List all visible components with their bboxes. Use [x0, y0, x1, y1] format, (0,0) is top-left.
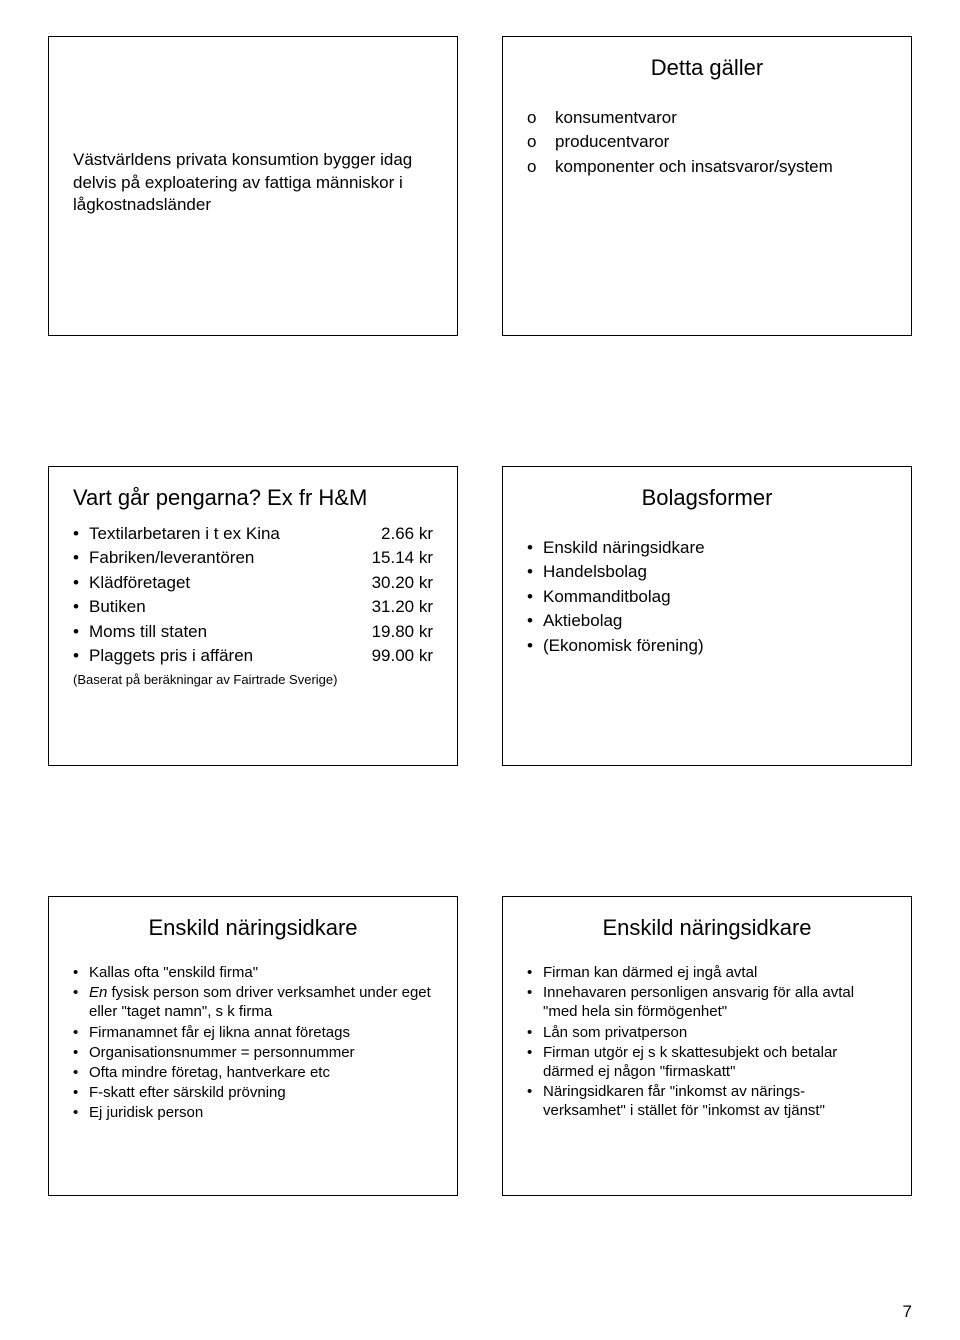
slide-4: Bolagsformer Enskild näringsidkare Hande… [502, 466, 912, 766]
row-label: Butiken [89, 596, 357, 618]
slide-5-title: Enskild näringsidkare [73, 915, 433, 941]
slide-1: Västvärldens privata konsumtion bygger i… [48, 36, 458, 336]
list-item: konsumentvaror [527, 107, 887, 129]
list-item: (Ekonomisk förening) [527, 635, 887, 657]
list-item: Lån som privatperson [527, 1023, 887, 1042]
list-item: Firman utgör ej s k skattesubjekt och be… [527, 1043, 887, 1081]
list-item: Kallas ofta "enskild firma" [73, 963, 433, 982]
li-text: Organisationsnummer = personnummer [89, 1044, 355, 1061]
li-text: F-skatt efter särskild prövning [89, 1084, 286, 1101]
list-item: Enskild näringsidkare [527, 537, 887, 559]
slide-6-list: Firman kan därmed ej ingå avtal Innehava… [527, 963, 887, 1122]
slide-4-title: Bolagsformer [527, 485, 887, 511]
li-text: Ofta mindre företag, hantverkare etc [89, 1064, 330, 1081]
row-value: 15.14 kr [357, 547, 433, 569]
price-table: Textilarbetaren i t ex Kina 2.66 kr Fabr… [73, 523, 433, 670]
list-item: Innehavaren personligen ansvarig för all… [527, 983, 887, 1021]
row-label: Textilarbetaren i t ex Kina [89, 523, 357, 545]
slide-6-title: Enskild näringsidkare [527, 915, 887, 941]
slide-2-title: Detta gäller [527, 55, 887, 81]
list-item: Firman kan därmed ej ingå avtal [527, 963, 887, 982]
li-text: Firmanamnet får ej likna annat företags [89, 1024, 350, 1041]
table-row: Butiken 31.20 kr [73, 596, 433, 618]
li-text: Ej juridisk person [89, 1104, 203, 1121]
list-item: Firmanamnet får ej likna annat företags [73, 1023, 433, 1042]
row-label: Moms till staten [89, 621, 357, 643]
list-item: F-skatt efter särskild prövning [73, 1083, 433, 1102]
table-row: Moms till staten 19.80 kr [73, 621, 433, 643]
slide-3: Vart går pengarna? Ex fr H&M Textilarbet… [48, 466, 458, 766]
slide-2: Detta gäller konsumentvaror producentvar… [502, 36, 912, 336]
row-label: Klädföretaget [89, 572, 357, 594]
row-value: 31.20 kr [357, 596, 433, 618]
li-text: fysisk person som driver verksamhet unde… [89, 984, 431, 1020]
row-value: 99.00 kr [357, 645, 433, 667]
row-value: 2.66 kr [357, 523, 433, 545]
table-row: Textilarbetaren i t ex Kina 2.66 kr [73, 523, 433, 545]
slide-3-footnote: (Baserat på beräkningar av Fairtrade Sve… [73, 672, 433, 688]
row-label: Fabriken/leverantören [89, 547, 357, 569]
slide-5: Enskild näringsidkare Kallas ofta "enski… [48, 896, 458, 1196]
list-item: producentvaror [527, 131, 887, 153]
row-label: Plaggets pris i affären [89, 645, 357, 667]
slide-5-list: Kallas ofta "enskild firma" En fysisk pe… [73, 963, 433, 1124]
list-item: Handelsbolag [527, 561, 887, 583]
list-item: En fysisk person som driver verksamhet u… [73, 983, 433, 1021]
table-row: Plaggets pris i affären 99.00 kr [73, 645, 433, 667]
slide-2-list: konsumentvaror producentvaror komponente… [527, 107, 887, 180]
list-item: Ej juridisk person [73, 1103, 433, 1122]
list-item: Ofta mindre företag, hantverkare etc [73, 1063, 433, 1082]
list-item: komponenter och insatsvaror/system [527, 156, 887, 178]
page-number: 7 [903, 1302, 912, 1322]
slide-1-body: Västvärldens privata konsumtion bygger i… [73, 149, 433, 216]
list-item: Organisationsnummer = personnummer [73, 1043, 433, 1062]
table-row: Klädföretaget 30.20 kr [73, 572, 433, 594]
table-row: Fabriken/leverantören 15.14 kr [73, 547, 433, 569]
li-italic: En [89, 984, 112, 1001]
slide-6: Enskild näringsidkare Firman kan därmed … [502, 896, 912, 1196]
list-item: Näringsidkaren får "inkomst av närings-v… [527, 1082, 887, 1120]
list-item: Aktiebolag [527, 610, 887, 632]
slide-4-list: Enskild näringsidkare Handelsbolag Komma… [527, 537, 887, 659]
row-value: 19.80 kr [357, 621, 433, 643]
row-value: 30.20 kr [357, 572, 433, 594]
list-item: Kommanditbolag [527, 586, 887, 608]
slide-3-title: Vart går pengarna? Ex fr H&M [73, 485, 433, 511]
li-text: Kallas ofta "enskild firma" [89, 964, 258, 981]
